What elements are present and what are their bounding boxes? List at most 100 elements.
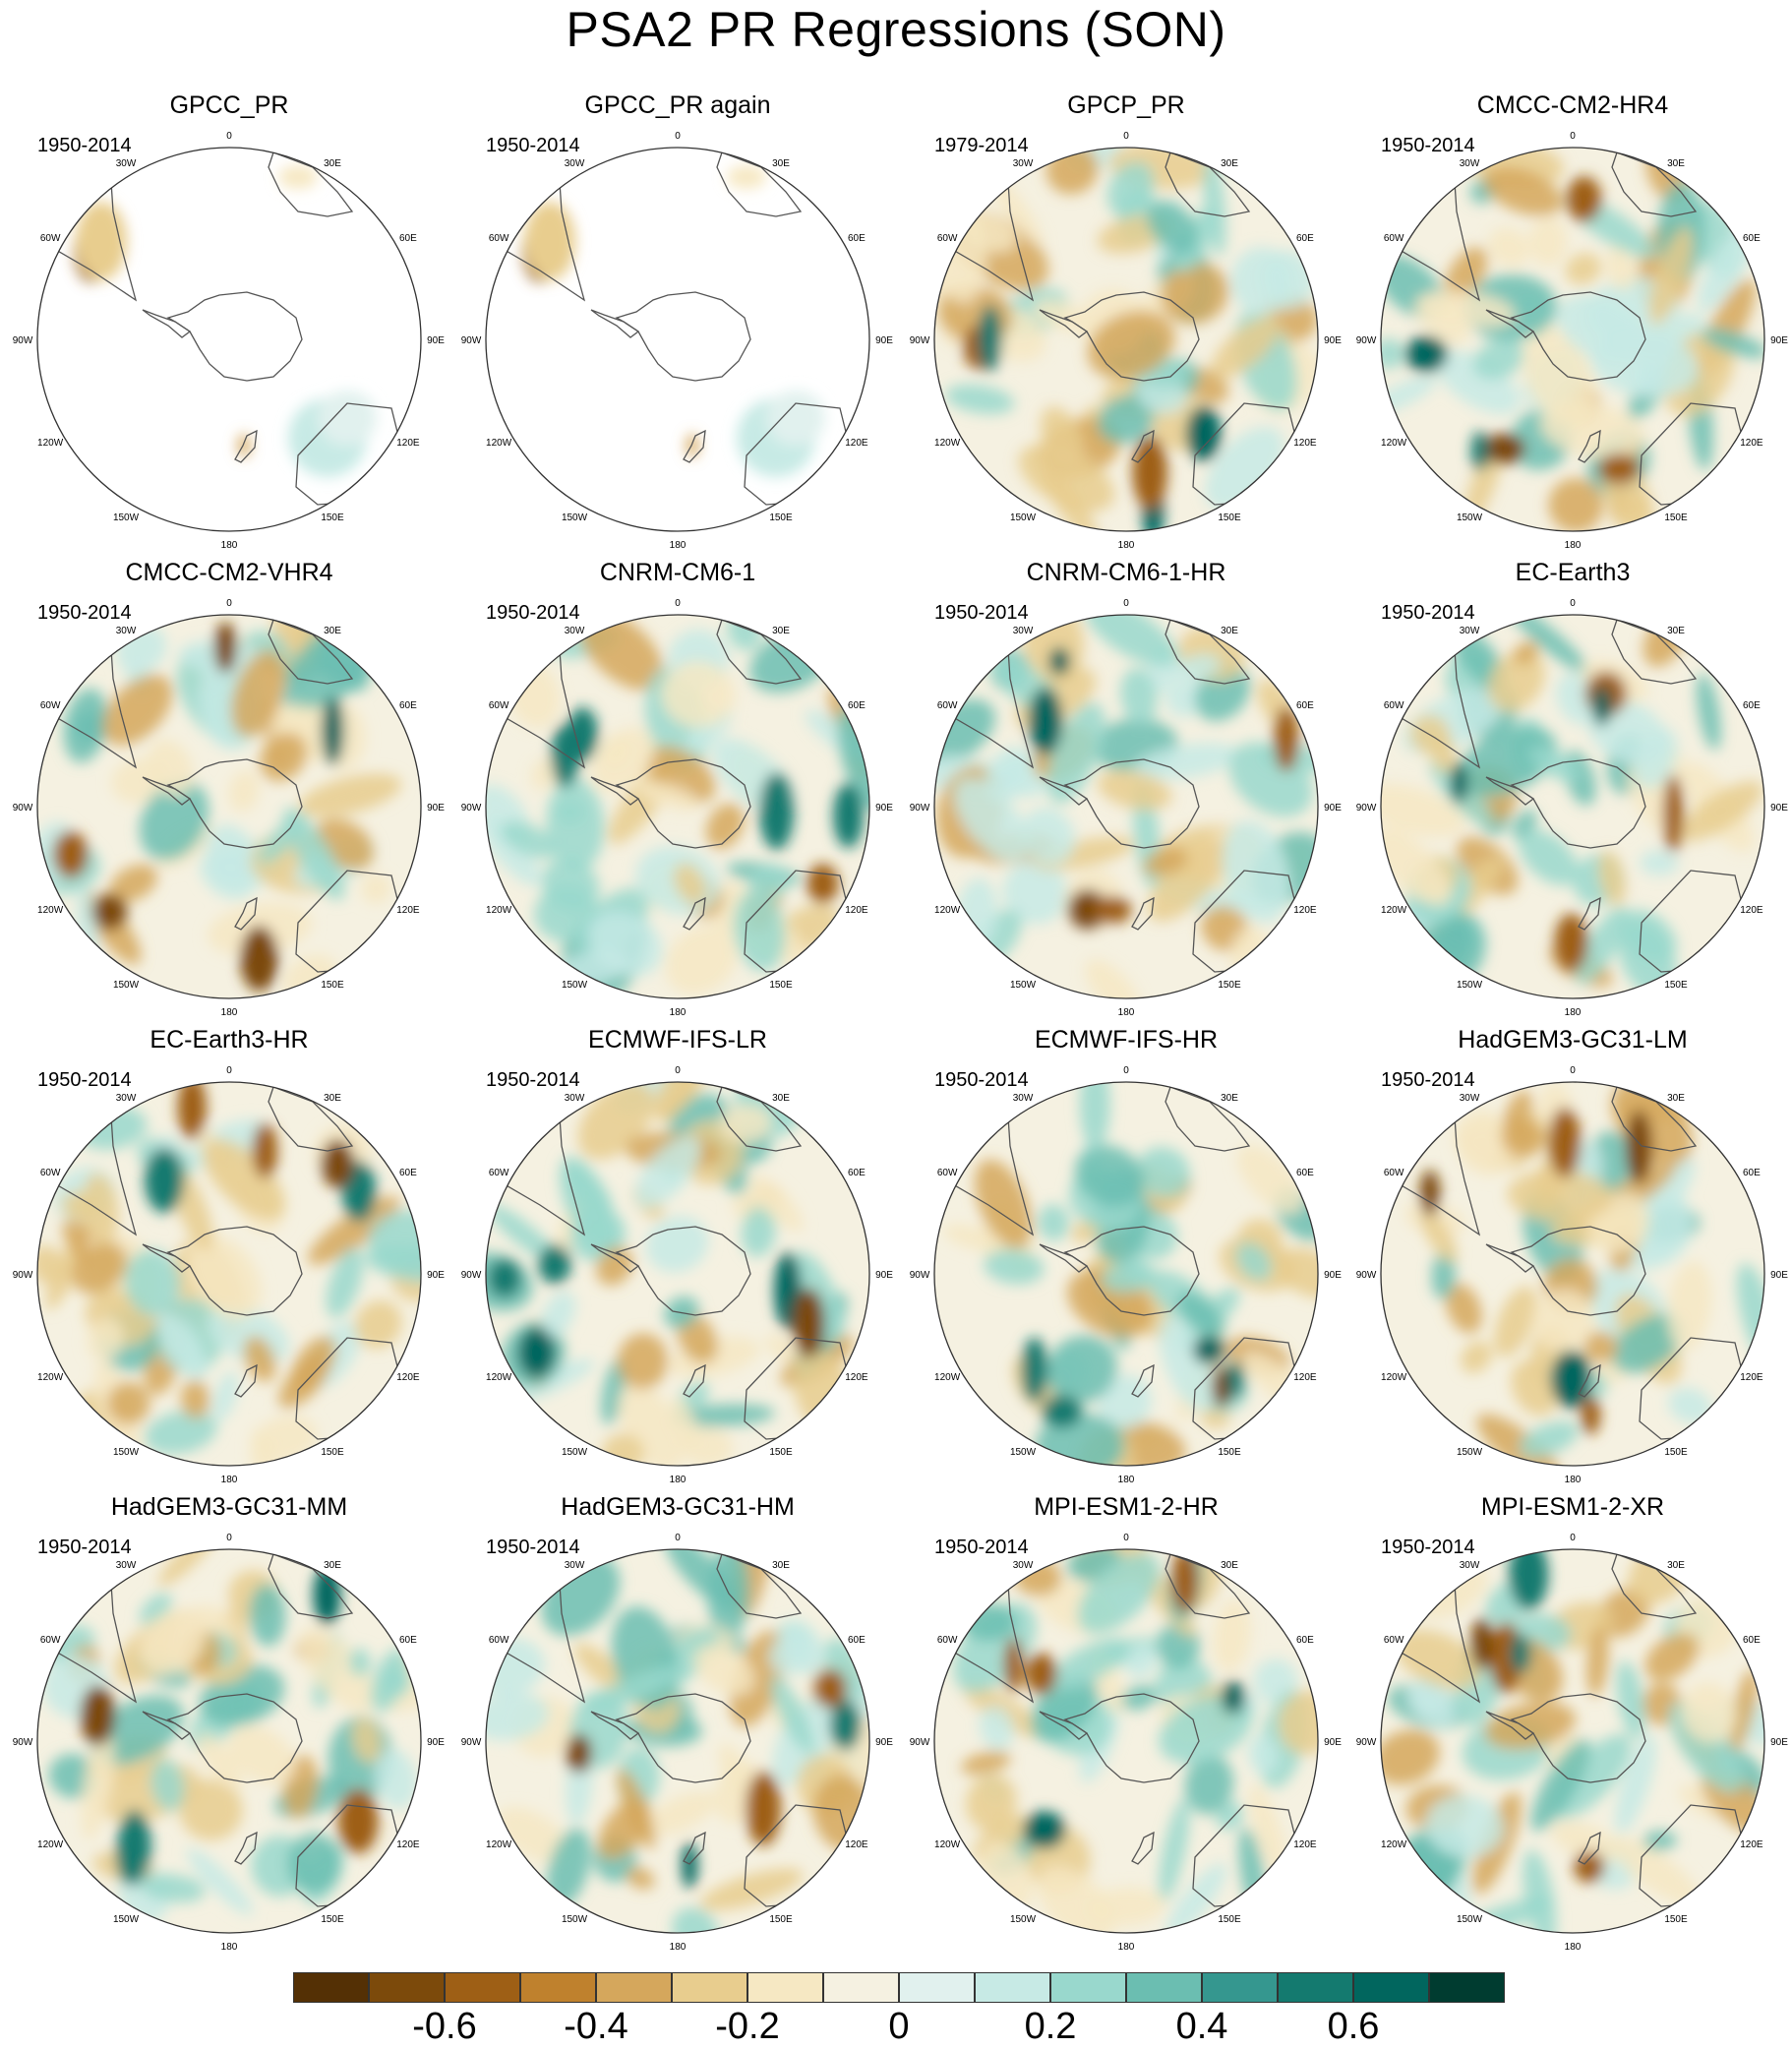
longitude-label: 150W [1457,980,1483,991]
longitude-label: 150W [113,1447,140,1458]
polar-map: 0 30E 60E 90E 120E 150E 180 150W 120W 90W 60W 30W [910,1533,1343,1953]
longitude-label: 0 [226,1533,232,1543]
panel-period: 1950-2014 [934,602,1029,624]
longitude-label: 30W [565,626,585,636]
longitude-label: 30W [1013,1560,1034,1571]
longitude-label: 0 [1570,1533,1576,1543]
longitude-label: 60E [848,233,866,244]
panel-period: 1979-2014 [934,135,1029,156]
longitude-label: 90E [1770,1270,1788,1281]
polar-map: 0 30E 60E 90E 120E 150E 180 150W 120W 90W 60W 30W [13,1533,446,1953]
longitude-label: 60W [489,700,509,711]
longitude-label: 120E [845,905,868,916]
longitude-label: 120E [845,438,868,449]
colorbar-swatch [1202,1972,1278,2003]
colorbar-swatch [1050,1972,1126,2003]
longitude-label: 60E [848,1635,866,1646]
longitude-label: 120E [1740,1839,1763,1850]
longitude-label: 0 [1123,131,1129,142]
longitude-label: 90W [1356,1270,1377,1281]
longitude-label: 180 [221,1475,238,1485]
panel-period: 1950-2014 [1381,1069,1475,1091]
longitude-label: 30E [324,158,341,169]
longitude-label: 180 [221,1007,238,1018]
colorbar-swatch [445,1972,520,2003]
longitude-label: 150E [1664,512,1688,523]
panel-title: HadGEM3-GC31-MM [110,1493,348,1521]
longitude-label: 180 [670,1007,687,1018]
longitude-label: 0 [1570,598,1576,609]
panel-title: ECMWF-IFS-LR [588,1026,767,1054]
longitude-label: 120E [396,438,420,449]
polar-map: 0 30E 60E 90E 120E 150E 180 150W 120W 90W 60W 30W [461,1065,894,1485]
longitude-label: 0 [1123,1533,1129,1543]
longitude-label: 90E [1324,335,1342,346]
longitude-label: 150E [769,980,793,991]
longitude-label: 180 [221,1942,238,1953]
longitude-label: 90W [461,335,482,346]
longitude-label: 120W [934,1839,961,1850]
longitude-label: 30E [1221,1560,1238,1571]
panel-period: 1950-2014 [486,1069,580,1091]
panel-title: MPI-ESM1-2-HR [1034,1493,1219,1521]
longitude-label: 90W [910,803,930,814]
longitude-label: 60W [937,1168,958,1178]
longitude-label: 180 [1118,540,1135,551]
longitude-label: 180 [221,540,238,551]
panel-period: 1950-2014 [37,602,132,624]
colorbar-swatch [1353,1972,1429,2003]
longitude-label: 150E [1218,1447,1241,1458]
longitude-label: 90E [427,1270,445,1281]
longitude-label: 120W [37,905,64,916]
colorbar-swatch [293,1972,369,2003]
longitude-label: 90W [910,1737,930,1748]
longitude-label: 90W [13,1270,33,1281]
longitude-label: 120W [934,438,961,449]
longitude-label: 150W [1010,1447,1037,1458]
panel-title: EC-Earth3-HR [149,1026,309,1054]
longitude-label: 150W [113,980,140,991]
longitude-label: 60E [1743,1635,1761,1646]
figure-title: PSA2 PR Regressions (SON) [566,2,1226,57]
polar-map: 0 30E 60E 90E 120E 150E 180 150W 120W 90W 60W 30W [910,598,1343,1018]
longitude-label: 30E [1667,1093,1685,1104]
longitude-label: 0 [1570,131,1576,142]
longitude-label: 30W [565,1093,585,1104]
colorbar-tick-label: 0.6 [1327,2006,1380,2047]
longitude-label: 30W [116,158,137,169]
longitude-label: 180 [1565,1007,1582,1018]
longitude-label: 120W [37,1372,64,1383]
longitude-label: 30W [1460,626,1480,636]
polar-map: 0 30E 60E 90E 120E 150E 180 150W 120W 90W 60W 30W [1356,1533,1789,1953]
longitude-label: 150W [562,1914,588,1925]
polar-map: 0 30E 60E 90E 120E 150E 180 150W 120W 90W 60W 30W [910,131,1343,551]
colorbar-tick-label: -0.6 [412,2006,477,2047]
panel-title: GPCC_PR again [584,91,771,119]
longitude-label: 0 [675,1065,681,1076]
longitude-label: 120E [1293,1839,1317,1850]
longitude-label: 30E [324,626,341,636]
longitude-label: 150E [769,1447,793,1458]
longitude-label: 90E [875,1737,893,1748]
longitude-label: 60W [937,233,958,244]
longitude-label: 150E [321,980,344,991]
polar-map: 0 30E 60E 90E 120E 150E 180 150W 120W 90W 60W 30W [910,1065,1343,1485]
longitude-label: 120W [934,905,961,916]
longitude-label: 150W [562,980,588,991]
panel-title: CMCC-CM2-VHR4 [125,559,333,586]
longitude-label: 90E [875,1270,893,1281]
longitude-label: 120E [1293,1372,1317,1383]
longitude-label: 90E [1770,1737,1788,1748]
longitude-label: 90E [875,335,893,346]
colorbar-swatch [823,1972,899,2003]
longitude-label: 60E [848,1168,866,1178]
longitude-label: 150E [321,1447,344,1458]
longitude-label: 0 [675,598,681,609]
longitude-label: 150W [1010,512,1037,523]
colorbar-tick-label: 0 [888,2006,910,2047]
panel-period: 1950-2014 [486,1537,580,1558]
colorbar-tick-label: -0.2 [715,2006,780,2047]
longitude-label: 60W [937,1635,958,1646]
longitude-label: 60W [489,1168,509,1178]
longitude-label: 60W [40,1635,61,1646]
